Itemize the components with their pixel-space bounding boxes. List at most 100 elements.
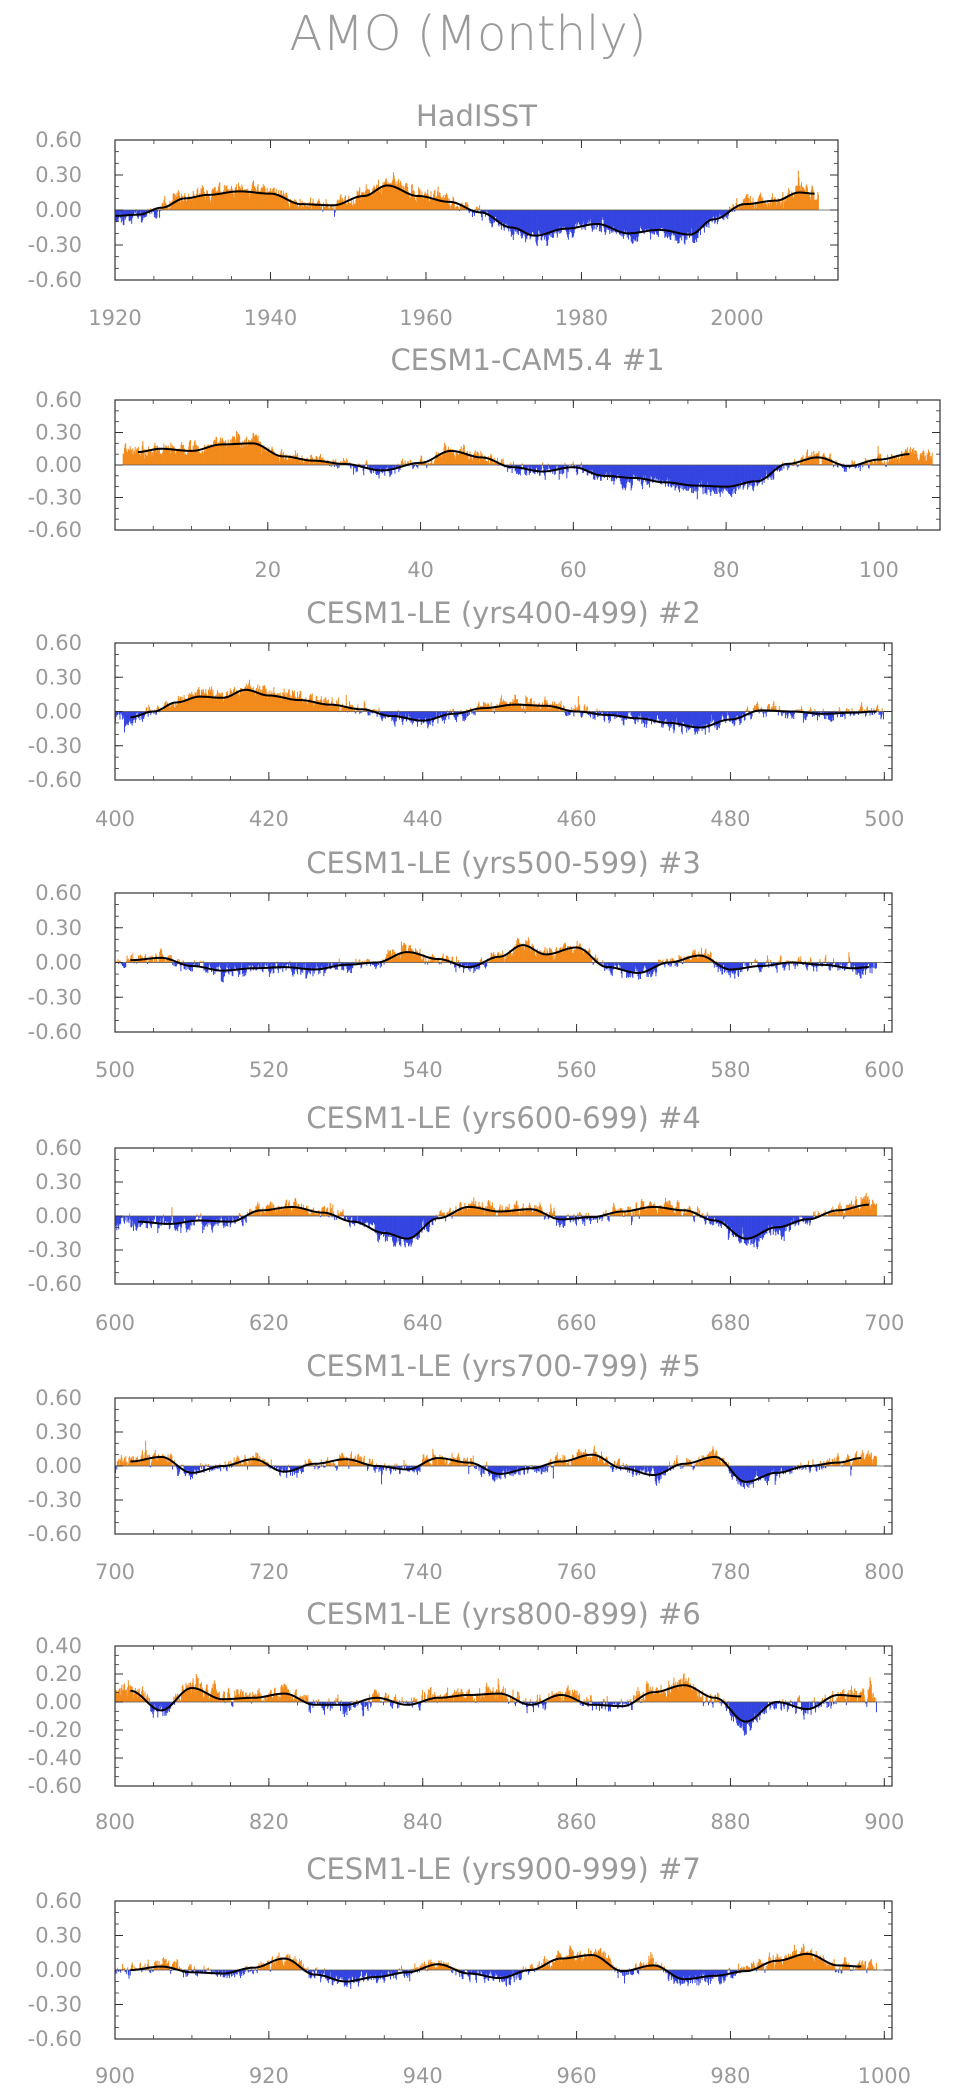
anomaly-bar bbox=[772, 201, 774, 210]
anomaly-bar bbox=[467, 962, 469, 968]
anomaly-bar bbox=[552, 955, 554, 963]
anomaly-bar bbox=[330, 205, 332, 210]
anomaly-bar bbox=[461, 453, 463, 465]
anomaly-bar bbox=[733, 465, 735, 489]
anomaly-bar bbox=[890, 460, 892, 465]
anomaly-bar bbox=[923, 451, 925, 465]
anomaly-bar bbox=[554, 210, 556, 234]
anomaly-bar bbox=[359, 711, 361, 713]
anomaly-bar bbox=[661, 210, 663, 228]
anomaly-bar bbox=[457, 960, 459, 963]
anomaly-bar bbox=[845, 465, 847, 470]
anomaly-bar bbox=[674, 465, 676, 491]
anomaly-bar bbox=[293, 458, 295, 465]
anomaly-bar bbox=[806, 187, 808, 210]
anomaly-bar bbox=[888, 462, 890, 465]
anomaly-bar bbox=[201, 185, 203, 210]
anomaly-bar bbox=[572, 952, 574, 963]
x-tick-label: 2000 bbox=[710, 306, 763, 330]
anomaly-bar bbox=[402, 458, 404, 465]
anomaly-bar bbox=[172, 962, 174, 965]
anomaly-bar bbox=[525, 210, 527, 238]
anomaly-bar bbox=[298, 962, 300, 969]
anomaly-bar bbox=[779, 956, 781, 963]
anomaly-bar bbox=[540, 951, 542, 963]
anomaly-bar bbox=[656, 210, 658, 235]
anomaly-bar bbox=[683, 210, 685, 237]
anomaly-bar bbox=[288, 456, 290, 465]
anomaly-bar bbox=[386, 465, 388, 467]
anomaly-bar bbox=[582, 949, 584, 963]
anomaly-bar bbox=[641, 962, 643, 972]
anomaly-bar bbox=[799, 460, 801, 465]
anomaly-bar bbox=[207, 444, 209, 465]
anomaly-bar bbox=[627, 465, 629, 482]
anomaly-bar bbox=[386, 954, 388, 963]
anomaly-bar bbox=[242, 690, 244, 712]
anomaly-bar bbox=[295, 200, 297, 210]
anomaly-bar bbox=[320, 699, 322, 712]
anomaly-bar bbox=[174, 454, 176, 465]
anomaly-bar bbox=[274, 696, 276, 712]
anomaly-bar bbox=[699, 957, 701, 963]
anomaly-bar bbox=[920, 453, 922, 465]
anomaly-bar bbox=[630, 711, 632, 715]
anomaly-bar bbox=[348, 962, 350, 972]
anomaly-bar bbox=[738, 465, 740, 484]
anomaly-bar bbox=[337, 706, 339, 712]
anomaly-bar bbox=[593, 465, 595, 480]
anomaly-bar bbox=[555, 948, 557, 963]
anomaly-bar bbox=[259, 441, 261, 465]
anomaly-bar bbox=[740, 203, 742, 210]
anomaly-bar bbox=[698, 210, 700, 234]
anomaly-bar bbox=[437, 452, 439, 465]
anomaly-bar bbox=[542, 210, 544, 234]
anomaly-bar bbox=[792, 197, 794, 210]
anomaly-bar bbox=[317, 699, 319, 712]
anomaly-bar bbox=[459, 204, 461, 210]
anomaly-bar bbox=[610, 711, 612, 717]
anomaly-bar bbox=[252, 433, 254, 465]
anomaly-bar bbox=[263, 448, 265, 465]
anomaly-bar bbox=[192, 198, 194, 210]
anomaly-bar bbox=[376, 711, 378, 717]
anomaly-bar bbox=[397, 465, 398, 468]
anomaly-bar bbox=[879, 711, 881, 714]
y-tick-label: -0.60 bbox=[28, 268, 82, 292]
anomaly-bar bbox=[237, 690, 239, 712]
anomaly-bar bbox=[387, 711, 389, 718]
anomaly-bar bbox=[751, 465, 753, 487]
anomaly-bar bbox=[742, 711, 744, 715]
anomaly-bar bbox=[136, 960, 138, 963]
anomaly-bar bbox=[522, 210, 524, 236]
anomaly-bar bbox=[512, 461, 514, 465]
anomaly-bar bbox=[566, 946, 568, 963]
anomaly-bar bbox=[270, 449, 272, 465]
anomaly-bar bbox=[688, 210, 690, 234]
anomaly-bar bbox=[530, 210, 532, 237]
anomaly-bar bbox=[787, 465, 789, 471]
anomaly-bar bbox=[890, 454, 892, 465]
anomaly-bar bbox=[210, 196, 212, 210]
anomaly-bar bbox=[291, 459, 293, 465]
anomaly-bar bbox=[251, 439, 253, 465]
anomaly-bar bbox=[425, 462, 427, 465]
anomaly-bar bbox=[749, 465, 751, 485]
anomaly-bar bbox=[606, 210, 608, 229]
anomaly-bar bbox=[724, 465, 726, 487]
anomaly-bar bbox=[766, 706, 768, 712]
anomaly-bar bbox=[548, 705, 550, 712]
anomaly-bar bbox=[358, 959, 360, 963]
anomaly-bar bbox=[646, 711, 648, 725]
anomaly-bar bbox=[783, 465, 785, 469]
anomaly-bar bbox=[119, 960, 121, 963]
anomaly-bar bbox=[780, 203, 782, 210]
anomaly-bar bbox=[551, 465, 553, 471]
anomaly-bar bbox=[510, 953, 512, 963]
anomaly-bar bbox=[761, 200, 763, 210]
anomaly-bar bbox=[648, 962, 650, 971]
anomaly-bar bbox=[697, 711, 699, 734]
anomaly-bar bbox=[633, 711, 635, 720]
anomaly-bar bbox=[714, 465, 716, 494]
anomaly-bar bbox=[221, 437, 223, 465]
